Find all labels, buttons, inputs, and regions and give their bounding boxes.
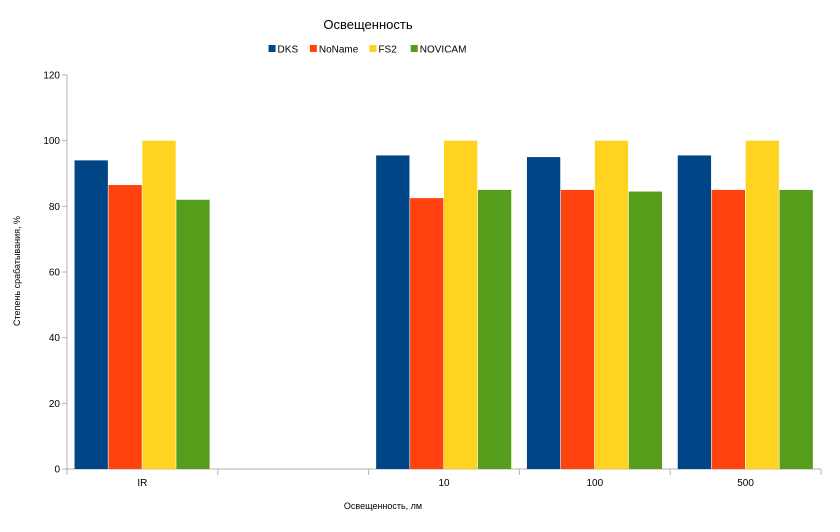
- y-tick-label: 60: [49, 268, 61, 279]
- legend-label-fs2: FS2: [378, 45, 397, 56]
- legend-swatch-novicam: [410, 45, 418, 52]
- legend-swatch-dks: [268, 45, 276, 52]
- bar-fs2: [594, 140, 629, 470]
- bar-noname: [711, 189, 745, 470]
- bar-fs2: [745, 140, 779, 470]
- bar-novicam: [176, 199, 210, 469]
- x-tick-label: 100: [586, 478, 603, 489]
- bar-noname: [560, 189, 595, 470]
- bar-dks: [526, 157, 561, 469]
- legend-label-novicam: NOVICAM: [420, 45, 467, 56]
- y-axis-label: Степень срабатывания, %: [12, 216, 22, 326]
- bar-fs2: [142, 140, 176, 470]
- legend-swatch-noname: [309, 45, 317, 52]
- bar-dks: [376, 155, 410, 469]
- y-axis: 0 20 40 60 80 100 120: [43, 71, 68, 476]
- y-tick-label: 80: [49, 202, 61, 213]
- chart-title: Освещенность: [323, 17, 412, 32]
- legend: DKS NoName FS2 NOVICAM: [268, 45, 467, 56]
- y-tick-label: 20: [49, 399, 61, 410]
- x-tick-label: 10: [438, 478, 450, 489]
- bar-novicam: [628, 191, 663, 469]
- x-axis: IR 10 100 500: [66, 468, 822, 489]
- legend-label-dks: DKS: [278, 45, 299, 56]
- bar-fs2: [444, 140, 478, 470]
- bar-dks: [74, 160, 108, 469]
- y-tick-label: 0: [54, 465, 60, 476]
- bar-noname: [410, 198, 444, 470]
- x-tick-label: IR: [137, 478, 147, 489]
- x-axis-label: Освещенность, лм: [344, 501, 422, 511]
- y-tick-label: 100: [43, 136, 60, 147]
- bar-noname: [108, 184, 142, 470]
- bar-novicam: [477, 189, 512, 470]
- y-tick-label: 40: [49, 333, 61, 344]
- bars: [74, 140, 813, 470]
- y-tick-label: 120: [43, 71, 60, 82]
- bar-novicam: [779, 189, 813, 470]
- legend-label-noname: NoName: [319, 45, 359, 56]
- bar-dks: [677, 155, 712, 469]
- legend-swatch-fs2: [369, 45, 377, 52]
- x-tick-label: 500: [737, 478, 754, 489]
